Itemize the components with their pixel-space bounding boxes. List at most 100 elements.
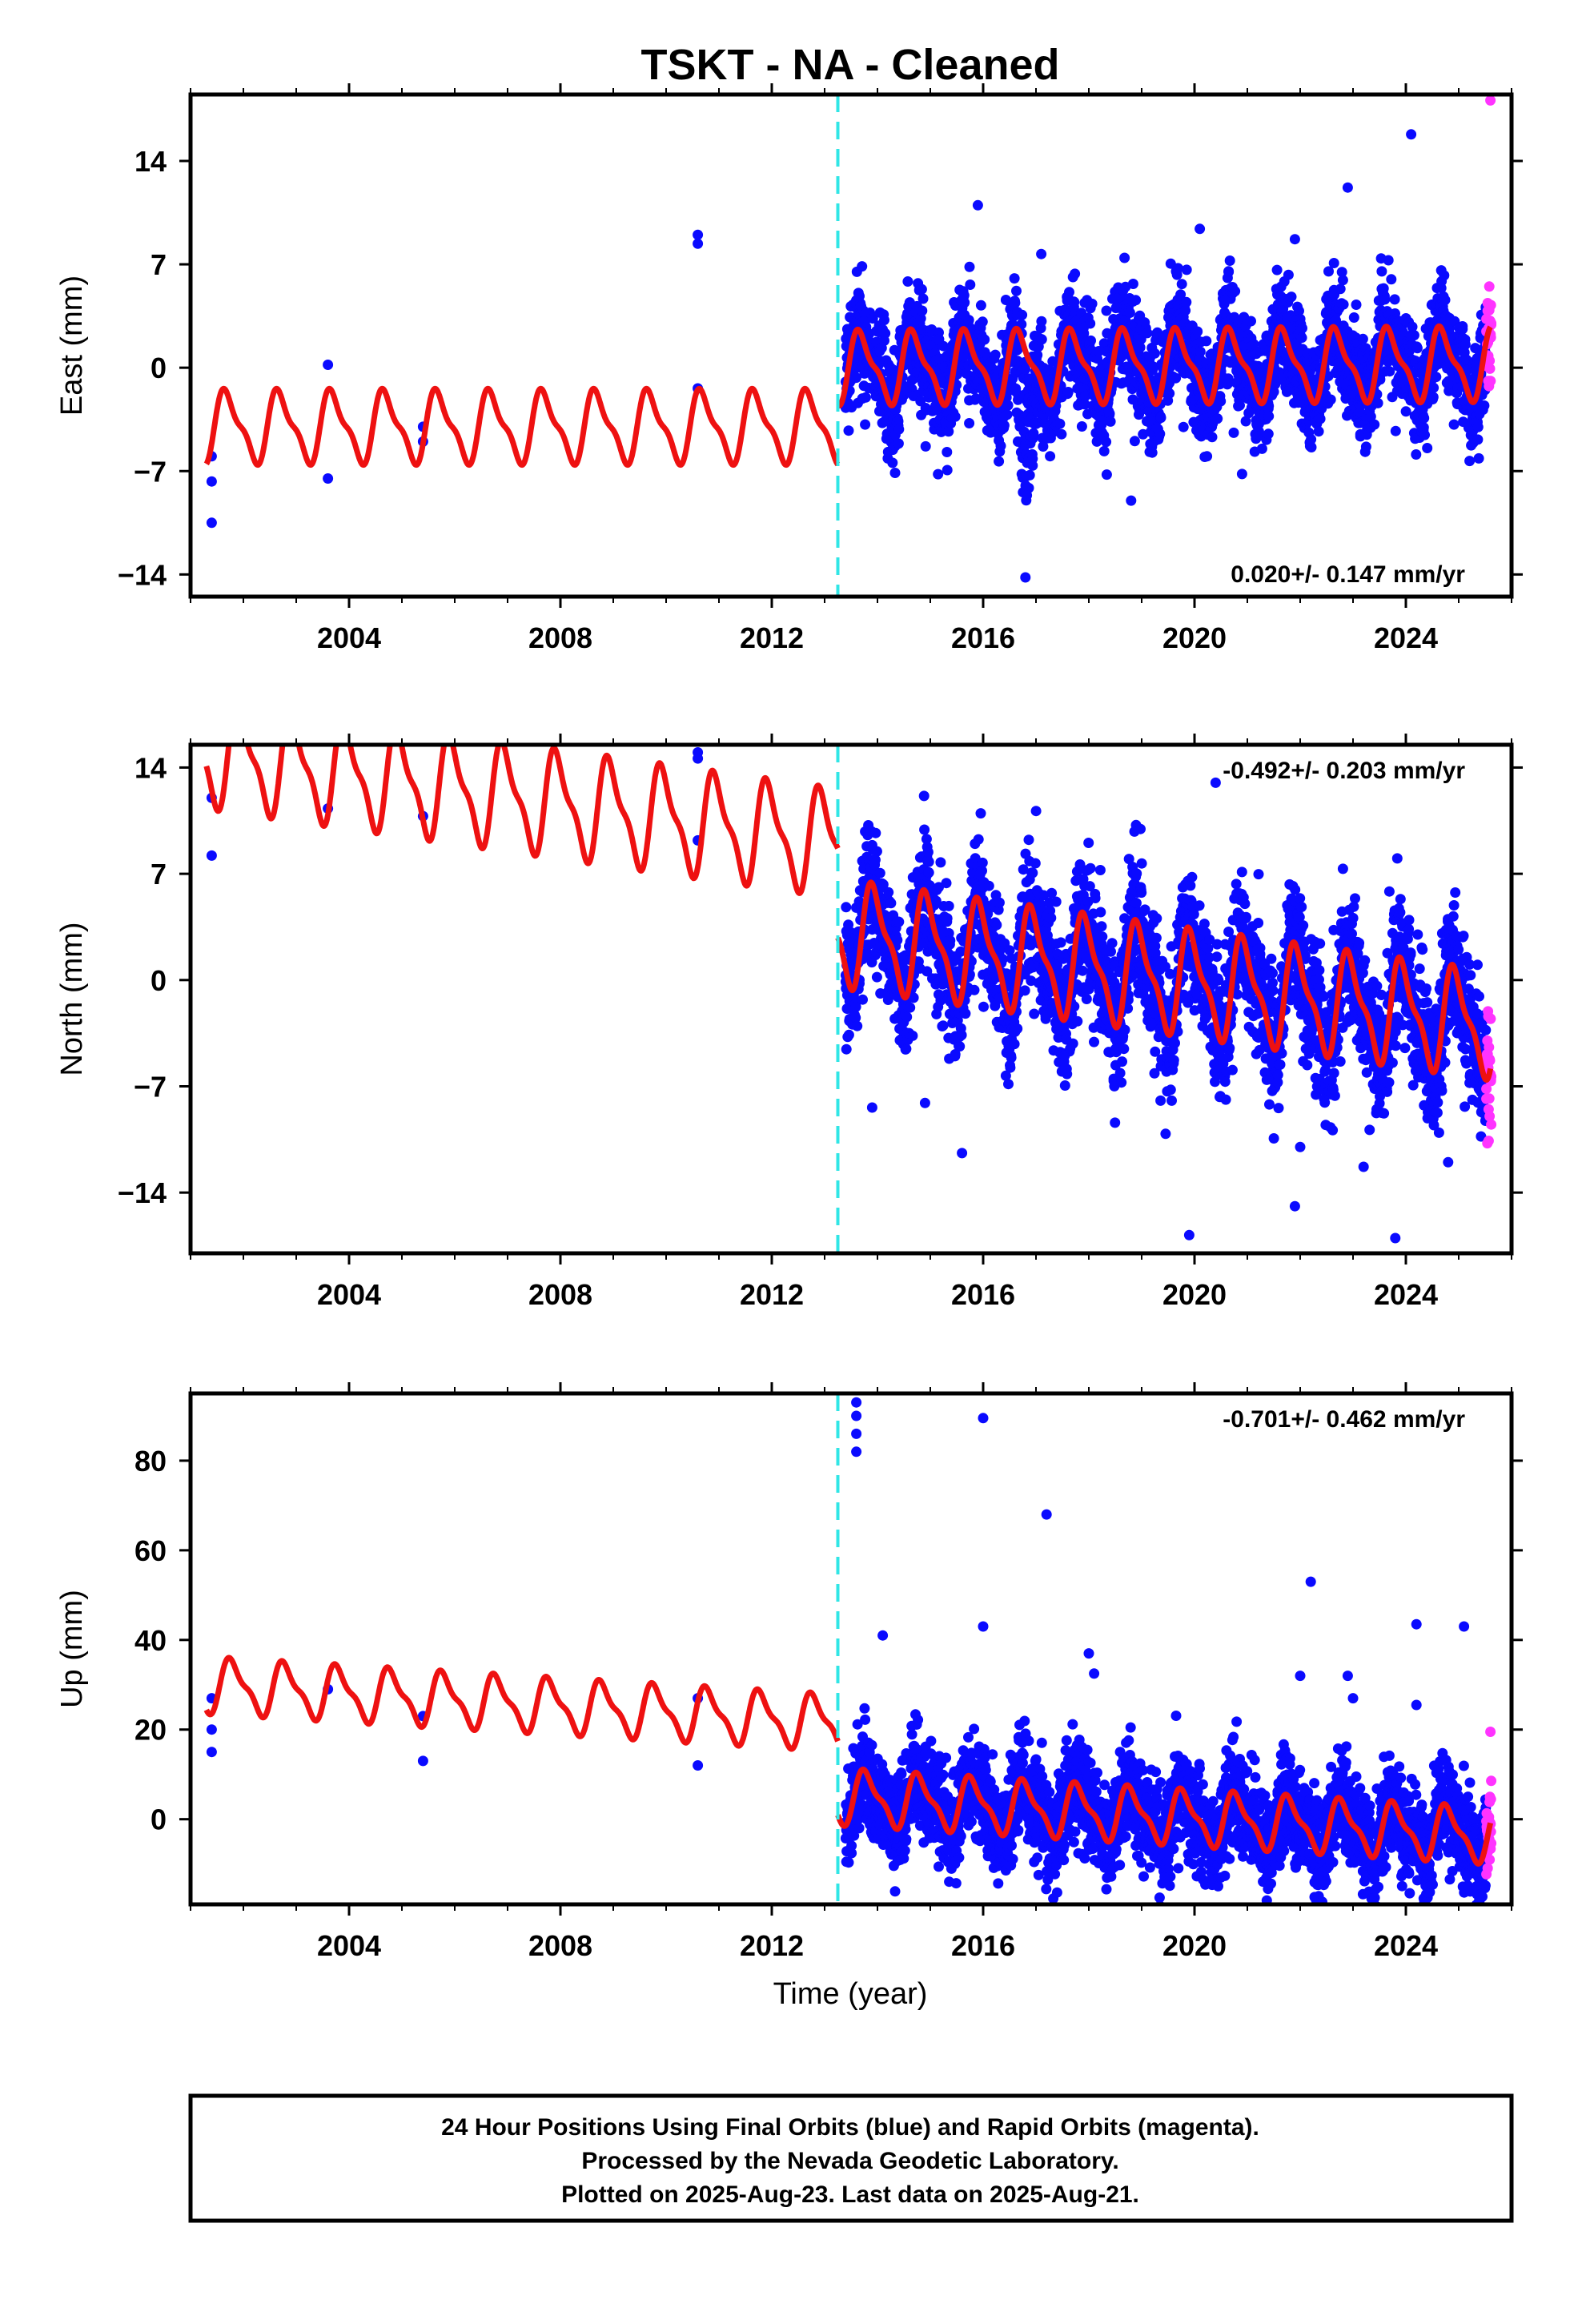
final-point (917, 305, 928, 316)
final-point (871, 971, 882, 983)
final-point (1011, 285, 1022, 296)
final-point (1028, 428, 1039, 439)
final-point (1338, 299, 1349, 310)
final-point (1136, 887, 1147, 899)
final-point (1129, 436, 1140, 447)
y-tick-label: 0 (151, 352, 167, 384)
final-point (1136, 858, 1147, 869)
final-point (1023, 482, 1034, 493)
rapid-point (1484, 281, 1495, 292)
final-point (1378, 283, 1389, 294)
final-point (1386, 274, 1397, 285)
final-point (843, 425, 854, 436)
final-point (1215, 396, 1227, 407)
final-point (1083, 838, 1094, 848)
final-point (1248, 339, 1259, 350)
final-point (879, 315, 889, 326)
final-point (1155, 1095, 1166, 1106)
rapid-point (1484, 363, 1496, 374)
final-point (1020, 364, 1031, 375)
final-point (1149, 348, 1160, 359)
final-point (1106, 938, 1118, 949)
final-point (1479, 400, 1490, 411)
final-point (960, 1008, 971, 1019)
final-point (1408, 330, 1419, 341)
final-point (1328, 258, 1339, 268)
final-point (1131, 868, 1142, 879)
final-point (1012, 1023, 1023, 1034)
final-point (1379, 294, 1391, 305)
final-point (1271, 264, 1283, 275)
final-point (850, 1001, 861, 1012)
final-point (1010, 297, 1021, 308)
y-tick-label: 7 (151, 248, 167, 281)
final-point (1024, 469, 1035, 480)
final-point (1130, 898, 1142, 909)
final-point (1124, 308, 1135, 318)
final-point (1079, 399, 1090, 410)
final-point (1076, 421, 1087, 432)
final-point (851, 372, 861, 384)
final-point (860, 392, 871, 403)
final-point (902, 276, 913, 287)
y-tick-label: −7 (134, 455, 167, 488)
outlier-point (1289, 234, 1300, 245)
outlier-point (693, 238, 704, 249)
final-point (1030, 858, 1041, 869)
final-point (1427, 392, 1439, 403)
final-point (1286, 292, 1297, 303)
final-point (1093, 346, 1104, 356)
final-point (874, 867, 885, 879)
final-point (1400, 406, 1411, 417)
final-point (1000, 295, 1011, 305)
final-point (867, 313, 878, 324)
final-point (1472, 434, 1484, 445)
final-point (1045, 451, 1056, 462)
final-point (923, 856, 934, 867)
final-point (950, 411, 961, 422)
final-point (887, 457, 898, 468)
final-point (1110, 1117, 1121, 1128)
final-point (964, 418, 975, 428)
final-point (1072, 1015, 1083, 1027)
final-point (1195, 346, 1206, 357)
final-point (857, 261, 868, 272)
final-point (1178, 421, 1189, 432)
plot-content (203, 745, 1497, 1253)
final-point (1082, 408, 1093, 420)
final-point (1176, 279, 1187, 290)
rapid-point (1485, 376, 1496, 387)
final-point (1348, 312, 1359, 323)
rapid-point (1484, 356, 1496, 366)
final-point (933, 468, 944, 480)
final-point (1306, 442, 1317, 452)
final-point (923, 867, 934, 879)
final-point (1323, 266, 1334, 277)
final-point (1464, 456, 1476, 467)
final-point (1181, 264, 1192, 275)
final-point (883, 887, 894, 898)
final-point (1170, 372, 1182, 384)
final-point (1376, 266, 1387, 277)
final-point (978, 1001, 989, 1012)
final-point (1067, 1038, 1078, 1049)
final-point (1228, 427, 1239, 438)
final-point (1090, 893, 1101, 903)
final-point (942, 447, 953, 457)
final-point (938, 1020, 949, 1031)
final-point (1142, 328, 1153, 339)
final-point (1428, 382, 1439, 393)
final-point (1085, 862, 1096, 874)
final-point (1119, 1024, 1130, 1035)
final-point (1389, 294, 1400, 305)
final-point (1155, 412, 1166, 424)
final-point (922, 846, 934, 858)
final-point (1151, 913, 1162, 924)
final-point (1246, 316, 1256, 327)
final-point (1019, 985, 1030, 996)
y-tick-label: −14 (118, 558, 167, 591)
final-point (893, 424, 905, 435)
final-point (954, 1041, 966, 1052)
final-point (956, 1030, 967, 1040)
